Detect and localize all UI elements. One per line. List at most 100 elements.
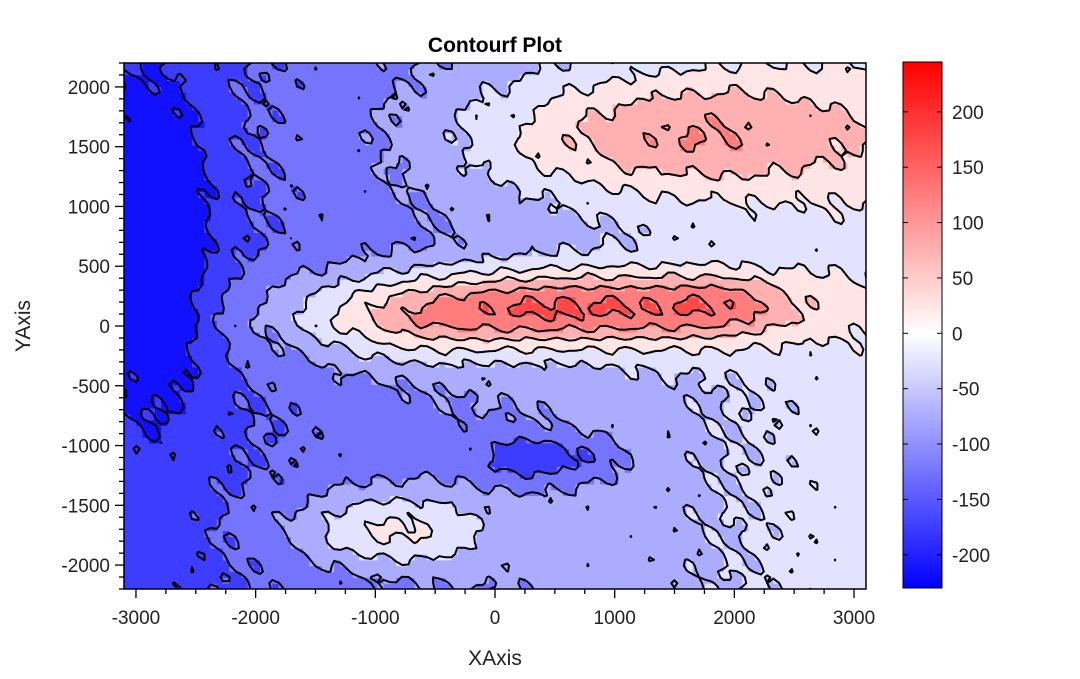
contour-fill-cell <box>779 355 787 362</box>
contour-fill-cell <box>631 507 638 514</box>
contour-fill-cell <box>779 361 787 368</box>
contour-fill-cell <box>643 372 651 380</box>
contour-fill-cell <box>661 583 669 589</box>
contour-fill-cell <box>754 507 762 514</box>
contour-fill-cell <box>495 507 502 514</box>
contour-fill-cell <box>661 454 669 462</box>
contour-fill-cell <box>575 390 583 397</box>
contour-fill-cell <box>643 559 651 567</box>
contour-fill-cell <box>612 559 620 567</box>
contour-fill-cell <box>798 583 805 589</box>
contour-fill-cell <box>680 495 688 502</box>
contour-fill-cell <box>810 390 818 397</box>
contour-fill-cell <box>699 559 706 567</box>
contour-fill-cell <box>260 448 267 456</box>
contour-fill-cell <box>309 390 317 397</box>
contour-fill-cell <box>291 495 298 502</box>
contour-fill-cell <box>167 565 175 573</box>
contour-fill-cell <box>198 466 205 473</box>
contour-fill-cell <box>810 413 818 421</box>
contour-fill-cell <box>167 583 175 589</box>
contour-fill-cell <box>284 489 292 497</box>
contour-fill-cell <box>284 524 292 532</box>
contour-fill-cell <box>359 524 366 532</box>
contour-fill-cell <box>841 501 849 508</box>
contour-fill-cell <box>785 425 793 432</box>
contour-fill-cell <box>142 571 150 578</box>
contour-fill-cell <box>705 524 712 532</box>
contour-fill-cell <box>816 478 824 485</box>
contour-fill-cell <box>668 483 675 491</box>
contour-fill-cell <box>321 553 329 561</box>
contour-fill-cell <box>198 478 205 485</box>
contour-fill-cell <box>179 483 187 491</box>
contour-fill-cell <box>680 378 688 386</box>
contour-fill-cell <box>810 565 818 573</box>
contour-fill-cell <box>352 507 360 514</box>
contour-fill-cell <box>649 419 657 426</box>
contour-fill-cell <box>284 559 292 567</box>
contour-fill-cell <box>389 536 397 543</box>
plot-area[interactable] <box>124 63 867 590</box>
contour-fill-cell <box>754 559 762 567</box>
contour-fill-cell <box>859 553 866 561</box>
contour-fill-cell <box>680 361 688 368</box>
contour-fill-cell <box>798 378 805 386</box>
contour-fill-cell <box>525 372 533 380</box>
contour-fill-cell <box>451 402 459 409</box>
contour-fill-cell <box>451 542 459 549</box>
contour-fill-cell <box>235 524 243 532</box>
contour-fill-cell <box>142 378 150 386</box>
contour-fill-cell <box>556 343 564 350</box>
contour-fill-cell <box>760 553 768 561</box>
contour-fill-cell <box>501 489 508 497</box>
contour-fill-cell <box>705 466 712 473</box>
contour-fill-cell <box>371 565 379 573</box>
contour-fill-cell <box>575 495 583 502</box>
contour-fill-cell <box>581 513 589 520</box>
contour-fill-cell <box>835 349 842 356</box>
contour-fill-cell <box>427 478 434 485</box>
contour-fill-cell <box>816 355 824 362</box>
contour-fill-cell <box>389 553 397 561</box>
contour-fill-cell <box>272 402 280 409</box>
contour-fill-cell <box>717 472 725 479</box>
contour-fill-cell <box>482 495 490 502</box>
contour-fill-cell <box>680 472 688 479</box>
contour-fill-cell <box>222 583 230 589</box>
contour-fill-cell <box>674 442 682 450</box>
contour-fill-cell <box>853 454 861 462</box>
contour-fill-cell <box>501 559 508 567</box>
contour-fill-cell <box>476 583 484 589</box>
contour-fill-cell <box>383 583 391 589</box>
contour-fill-cell <box>247 507 255 514</box>
contour-fill-cell <box>513 460 521 467</box>
contour-fill-cell <box>476 472 484 479</box>
contour-fill-cell <box>711 565 719 573</box>
contour-fill-cell <box>742 542 750 549</box>
contour-fill-cell <box>445 425 453 432</box>
contour-fill-cell <box>810 460 818 467</box>
contour-fill-cell <box>501 460 508 467</box>
contour-fill-cell <box>631 542 638 549</box>
contour-fill-cell <box>192 442 199 450</box>
contour-fill-cell <box>847 361 855 368</box>
contour-fill-cell <box>600 489 607 497</box>
contour-fill-cell <box>767 559 774 567</box>
contour-fill-cell <box>142 530 150 538</box>
contour-fill-cell <box>433 583 440 589</box>
contour-fill-cell <box>241 343 249 350</box>
contour-fill-cell <box>519 402 527 409</box>
contour-fill-cell <box>464 559 471 567</box>
contour-fill-cell <box>185 553 193 561</box>
contour-fill-cell <box>173 366 181 374</box>
contour-fill-cell <box>414 472 422 479</box>
contour-fill-cell <box>464 366 471 374</box>
contour-fill-cell <box>773 559 781 567</box>
contour-fill-cell <box>643 577 651 584</box>
contour-fill-cell <box>451 501 459 508</box>
contour-fill-cell <box>754 478 762 485</box>
contour-fill-cell <box>402 454 410 462</box>
contour-fill-cell <box>767 355 774 362</box>
contour-fill-cell <box>816 384 824 391</box>
